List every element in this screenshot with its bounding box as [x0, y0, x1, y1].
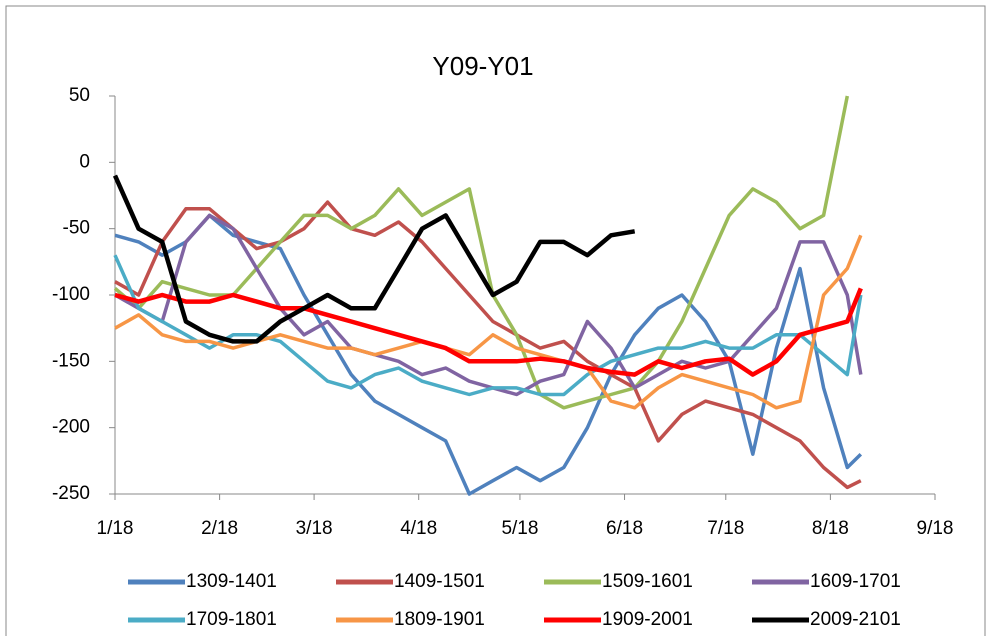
legend-label: 1809-1901 — [394, 609, 485, 630]
x-tick-label: 5/18 — [501, 518, 538, 539]
legend-label: 2009-2101 — [810, 609, 901, 630]
x-tick-label: 6/18 — [606, 518, 643, 539]
x-tick-label: 7/18 — [707, 518, 744, 539]
legend-label: 1309-1401 — [186, 571, 277, 592]
y-tick-label: -200 — [52, 417, 90, 438]
x-tick-label: 8/18 — [812, 518, 849, 539]
legend-label: 1609-1701 — [810, 571, 901, 592]
x-tick-label: 9/18 — [917, 518, 954, 539]
y-tick-label: 50 — [69, 85, 90, 106]
x-tick-label: 3/18 — [296, 518, 333, 539]
y-tick-label: -100 — [52, 284, 90, 305]
series-line — [113, 254, 863, 397]
chart-title: Y09-Y01 — [432, 51, 533, 81]
x-tick-label: 1/18 — [97, 518, 134, 539]
x-tick-label: 4/18 — [400, 518, 437, 539]
y-tick-label: -250 — [52, 483, 90, 504]
series-line — [113, 95, 850, 410]
series-line — [114, 200, 862, 490]
series-line — [114, 287, 863, 377]
series-line — [113, 174, 636, 344]
y-tick-label: -50 — [63, 218, 90, 239]
x-tick-label: 2/18 — [201, 518, 238, 539]
plot-area — [113, 95, 863, 496]
y-tick-label: -150 — [52, 350, 90, 371]
legend-label: 1409-1501 — [394, 571, 485, 592]
y-tick-label: 0 — [79, 151, 90, 172]
legend-label: 1909-2001 — [602, 609, 693, 630]
legend-label: 1709-1801 — [186, 609, 277, 630]
series-line — [114, 234, 863, 410]
legend-label: 1509-1601 — [602, 571, 693, 592]
